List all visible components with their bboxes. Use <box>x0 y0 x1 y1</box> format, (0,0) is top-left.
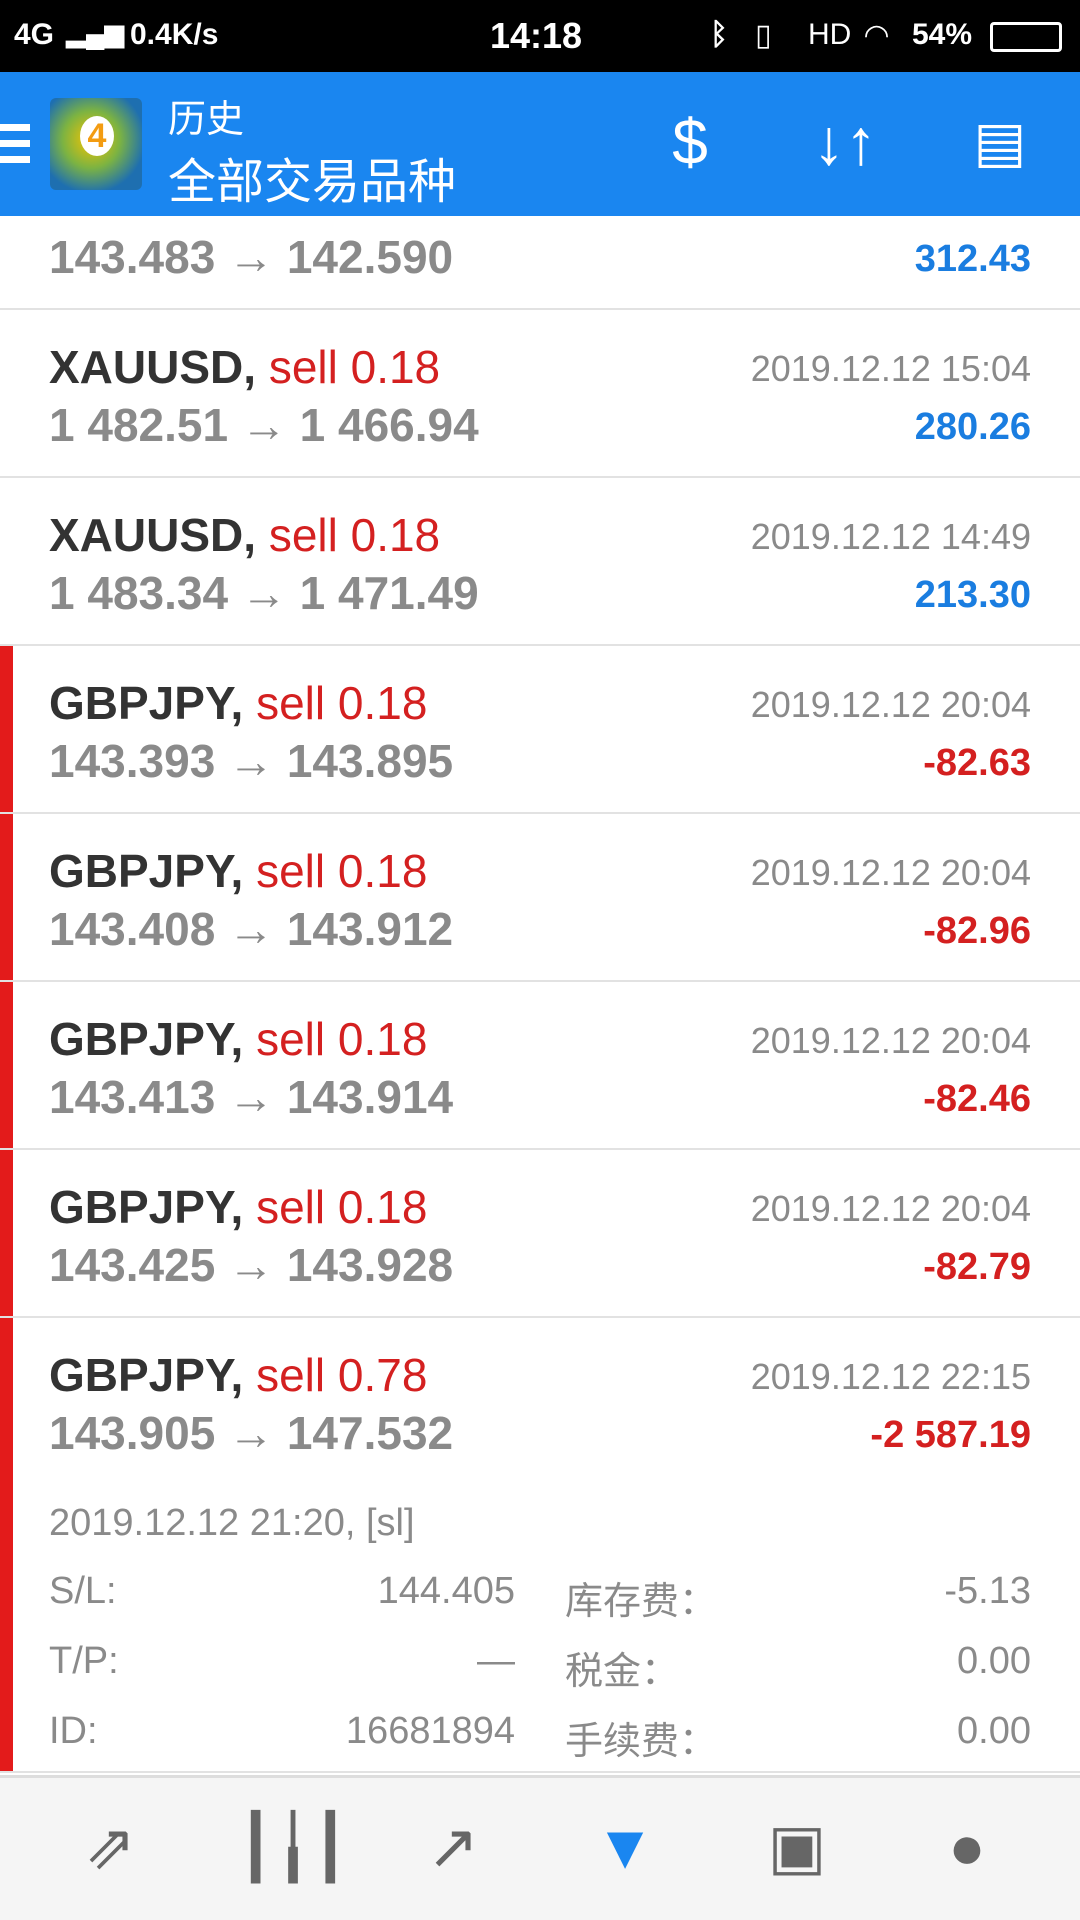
deal-date: 2019.12.12 14:49 <box>750 516 1031 557</box>
deal-price: 143.413 → 143.914 <box>49 1071 454 1123</box>
symbol-name: GBPJPY, <box>49 1181 244 1233</box>
tax-label: 税金： <box>565 1651 680 1693</box>
deal-row[interactable]: GBPJPY, sell 0.18 143.408 → 143.912 2019… <box>0 814 1080 982</box>
battery-icon <box>990 22 1062 52</box>
deal-row[interactable]: XAUUSD, sell 0.18 1 483.34 → 1 471.49 20… <box>0 478 1080 646</box>
id-label: ID: <box>49 1710 98 1752</box>
tp-value: — <box>477 1640 515 1682</box>
deal-profit: -82.46 <box>923 1078 1031 1120</box>
id-value: 16681894 <box>345 1710 515 1752</box>
tax-value: 0.00 <box>957 1640 1031 1682</box>
battery-percent: 54% <box>912 18 973 51</box>
vibrate-icon: ▯ <box>755 19 772 52</box>
deal-profit: 213.30 <box>914 574 1031 616</box>
deal-symbol: GBPJPY, sell 0.18 <box>49 1180 427 1234</box>
bluetooth-icon: ᛒ <box>710 18 728 51</box>
deal-type: sell 0.18 <box>256 677 428 729</box>
deal-row[interactable]: GBPJPY, sell 0.18 143.413 → 143.914 2019… <box>0 982 1080 1150</box>
deal-date: 2019.12.12 20:04 <box>750 1020 1031 1061</box>
deal-profit: 280.26 <box>914 406 1031 448</box>
deal-type: sell 0.18 <box>268 341 441 393</box>
deal-symbol: GBPJPY, sell 0.18 <box>49 1012 427 1066</box>
symbol-name: GBPJPY, <box>49 677 244 729</box>
bottom-nav: ⇗ ┃╽┃ ↗ ▼ ▣ ● <box>0 1775 1080 1920</box>
deal-price: 1 483.34 → 1 471.49 <box>49 567 479 619</box>
calendar-icon[interactable]: ▤ <box>973 110 1027 173</box>
commission-label: 手续费： <box>565 1721 718 1763</box>
deal-symbol: GBPJPY, sell 0.18 <box>49 676 427 730</box>
deal-date: 2019.12.12 15:04 <box>750 348 1031 389</box>
deal-symbol: GBPJPY, sell 0.78 <box>49 1348 427 1402</box>
deal-profit: -82.96 <box>923 910 1031 952</box>
hd-indicator: HD <box>808 18 852 51</box>
symbol-name: GBPJPY, <box>49 1349 244 1401</box>
page-title: 历史 <box>168 99 245 141</box>
deal-price: 143.425 → 143.928 <box>49 1239 454 1291</box>
deal-date: 2019.12.12 20:04 <box>750 852 1031 893</box>
deal-type: sell 0.18 <box>256 1013 428 1065</box>
trade-icon[interactable]: ⇗ <box>84 1813 136 1882</box>
deal-date: 2019.12.12 22:15 <box>750 1356 1031 1397</box>
deal-row[interactable]: GBPJPY, sell 0.18 143.393 → 143.895 2019… <box>0 646 1080 814</box>
news-icon[interactable]: ▣ <box>767 1813 827 1882</box>
open-info: 2019.12.12 21:20, [sl] <box>49 1502 415 1544</box>
symbol-filter[interactable]: 全部交易品种 <box>168 156 457 209</box>
deal-row[interactable]: GBPJPY, sell 0.18 143.425 → 143.928 2019… <box>0 1150 1080 1318</box>
swap-value: -5.13 <box>944 1570 1031 1612</box>
symbol-name: XAUUSD, <box>49 509 257 561</box>
deal-row[interactable]: XAUUSD, sell 0.18 1 482.51 → 1 466.94 20… <box>0 310 1080 478</box>
app-header: 4 历史 全部交易品种 $ ↓↑ ▤ <box>0 72 1080 216</box>
symbol-name: GBPJPY, <box>49 845 244 897</box>
deal-price: 143.393 → 143.895 <box>49 735 454 787</box>
menu-icon[interactable] <box>0 124 30 172</box>
deal-type: sell 0.18 <box>256 1181 428 1233</box>
deal-profit: -2 587.19 <box>870 1414 1031 1456</box>
deal-type: sell 0.18 <box>268 509 441 561</box>
mt4-logo: 4 <box>50 98 142 190</box>
symbol-name: GBPJPY, <box>49 1013 244 1065</box>
symbol-name: XAUUSD, <box>49 341 257 393</box>
deal-type: sell 0.78 <box>256 1349 428 1401</box>
history-icon[interactable]: ▼ <box>594 1813 656 1882</box>
status-bar: 4G ▂▄▆ 0.4K/s 14:18 ᛒ ▯ HD ◠ 54% <box>0 0 1080 72</box>
deal-type: sell 0.18 <box>256 845 428 897</box>
deal-price: 143.408 → 143.912 <box>49 903 454 955</box>
currency-exchange-icon[interactable]: $ <box>672 106 708 178</box>
tp-label: T/P: <box>49 1640 119 1682</box>
deal-price: 1 482.51 → 1 466.94 <box>49 399 479 451</box>
deal-symbol: XAUUSD, sell 0.18 <box>49 508 440 562</box>
chart-icon[interactable]: ┃╽┃ <box>237 1813 349 1882</box>
trend-icon[interactable]: ↗ <box>427 1813 479 1882</box>
sl-label: S/L: <box>49 1570 117 1612</box>
clock: 14:18 <box>490 15 583 56</box>
swap-label: 库存费： <box>565 1581 718 1623</box>
deal-profit: -82.79 <box>923 1246 1031 1288</box>
sl-value: 144.405 <box>377 1570 515 1612</box>
wifi-icon: ◠ <box>865 19 889 52</box>
deal-profit: 312.43 <box>914 238 1031 280</box>
signal-icon: ▂▄▆ <box>66 18 125 48</box>
chat-icon[interactable]: ● <box>948 1813 986 1882</box>
deal-date: 2019.12.12 20:04 <box>750 1188 1031 1229</box>
network-speed: 0.4K/s <box>130 18 219 51</box>
network-indicator: 4G <box>14 18 55 51</box>
commission-value: 0.00 <box>957 1710 1031 1752</box>
deal-symbol: XAUUSD, sell 0.18 <box>49 340 440 394</box>
deal-date: 2019.12.12 20:04 <box>750 684 1031 725</box>
deal-symbol: GBPJPY, sell 0.18 <box>49 844 427 898</box>
deal-profit: -82.63 <box>923 742 1031 784</box>
deal-price: 143.905 → 147.532 <box>49 1407 454 1459</box>
deal-price: 143.483 → 142.590 <box>49 231 454 283</box>
deal-row[interactable]: GBPJPY, sell 0.78 143.905 → 147.532 2019… <box>0 1318 1080 1773</box>
sort-icon[interactable]: ↓↑ <box>813 106 877 178</box>
